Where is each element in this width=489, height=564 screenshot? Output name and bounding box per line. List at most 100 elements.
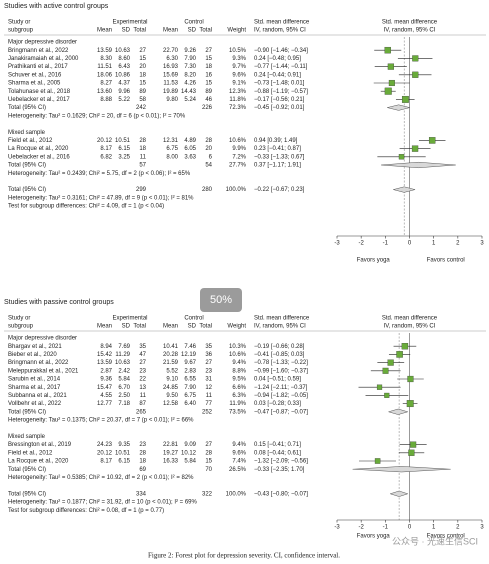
cell: 9.3%: [232, 56, 246, 62]
cell: 21.59: [163, 360, 179, 366]
cell: 299: [136, 187, 147, 193]
header: Mean: [163, 324, 178, 330]
study: Bhargav et al., 2021: [8, 344, 62, 350]
cell: −0.78 [−1.33; −0.22]: [254, 360, 308, 366]
cell: 12.19: [181, 352, 197, 358]
cell: 0.24 [−0.48; 0.95]: [254, 56, 301, 62]
cell: 10.63: [115, 360, 131, 366]
cell: 5.22: [118, 97, 130, 103]
cell: 22.70: [163, 48, 179, 54]
cell: 0.94 [0.39; 1.49]: [254, 138, 298, 144]
header: Mean: [97, 324, 112, 330]
cell: 9.5%: [232, 377, 246, 383]
header: SD: [188, 324, 197, 330]
cell: −0.90 [−1.46; −0.34]: [254, 48, 308, 54]
cell: 7.4%: [232, 459, 246, 465]
cell: 7.2%: [232, 154, 246, 160]
cell: 20.28: [163, 352, 179, 358]
cell: 0.15 [−0.41; 0.71]: [254, 442, 301, 448]
cell: 13: [139, 385, 146, 391]
cell: 5.24: [184, 97, 196, 103]
header: Study or: [8, 316, 30, 322]
cell: 9.4%: [232, 442, 246, 448]
effect-square: [398, 154, 405, 160]
cell: 7.30: [184, 64, 196, 70]
cell: 19.27: [163, 450, 179, 456]
cell: 12.3%: [229, 89, 247, 95]
header: IV, random, 95% CI: [254, 28, 306, 34]
cell: 6.70: [118, 385, 130, 391]
cell: 9.9%: [232, 146, 246, 152]
panel-title: Studies with passive control groups: [4, 299, 114, 306]
cell: 15: [205, 81, 212, 87]
cell: 15: [205, 459, 212, 465]
study: Bringmann et al., 2022: [8, 360, 69, 366]
cell: −0.17 [−0.56; 0.21]: [254, 97, 305, 103]
cell: 22.81: [163, 442, 179, 448]
study: Prathikanti et al., 2017: [8, 64, 68, 70]
header: Std. mean difference: [382, 316, 438, 322]
cell: 12.77: [97, 401, 113, 407]
cell: 11.53: [163, 81, 178, 87]
x-tick-label: -1: [383, 525, 389, 531]
cell: 9.35: [118, 442, 130, 448]
header: SD: [188, 28, 197, 34]
x-label: Favors control: [427, 258, 465, 264]
cell: 15.47: [97, 385, 113, 391]
cell: 15.42: [97, 352, 113, 358]
cell: 89: [205, 89, 212, 95]
cell: 46: [205, 97, 212, 103]
study: Uebelacker et al., 2016: [8, 154, 70, 160]
cell: 15: [139, 56, 146, 62]
cell: 73.5%: [229, 409, 247, 415]
header: Control: [184, 316, 203, 322]
cell: 10.63: [115, 48, 131, 54]
cell: 16.93: [163, 64, 179, 70]
cell: 2.42: [118, 368, 130, 374]
cell: −0.99 [−1.60; −0.37]: [254, 368, 308, 374]
cell: 10.41: [163, 344, 179, 350]
cell: 27: [205, 48, 212, 54]
effect-square: [384, 46, 391, 54]
cell: 6.3%: [232, 393, 246, 399]
cell: 54: [205, 163, 212, 169]
cell: 9.10: [166, 377, 178, 383]
group-name: Major depressive disorder: [8, 40, 77, 46]
cell: 11.8%: [229, 97, 246, 103]
diamond: [387, 408, 409, 415]
x-tick-label: 1: [432, 525, 436, 531]
effect-square: [412, 71, 419, 78]
cell: 6: [209, 154, 213, 160]
study: Bressington et al., 2019: [8, 442, 72, 448]
x-label: Favors yoga: [357, 258, 391, 264]
header: Total: [133, 28, 146, 34]
cell: 87: [139, 401, 146, 407]
effect-square: [387, 63, 395, 70]
cell: 8.17: [100, 459, 112, 465]
cell: 2.83: [184, 368, 196, 374]
cell: −0.45 [−0.92; 0.01]: [254, 105, 305, 111]
cell: 23: [139, 368, 146, 374]
cell: 77: [205, 401, 212, 407]
study: Tolahunase et al., 2018: [8, 89, 71, 95]
header: IV, random, 95% CI: [384, 324, 436, 330]
cell: 35: [139, 344, 146, 350]
panel-title: Studies with active control groups: [4, 3, 109, 10]
effect-square: [401, 95, 409, 103]
diamond: [393, 186, 416, 193]
heterogeneity: Heterogeneity: Tau² = 0.1375; Chi² = 20.…: [8, 418, 194, 424]
cell: 242: [136, 105, 147, 111]
cell: 8.30: [100, 56, 112, 62]
cell: 18: [139, 146, 146, 152]
cell: 265: [136, 409, 147, 415]
cell: 72.3%: [229, 105, 247, 111]
cell: −0.77 [−1.44; −0.11]: [254, 64, 308, 70]
cell: 12: [205, 385, 212, 391]
total-label: Total (95% CI): [8, 467, 46, 473]
total-label: Total (95% CI): [8, 187, 46, 193]
cell: 58: [139, 97, 146, 103]
cell: 2.50: [118, 393, 130, 399]
cell: 9.50: [166, 393, 178, 399]
effect-square: [401, 343, 409, 350]
effect-square: [384, 87, 392, 95]
